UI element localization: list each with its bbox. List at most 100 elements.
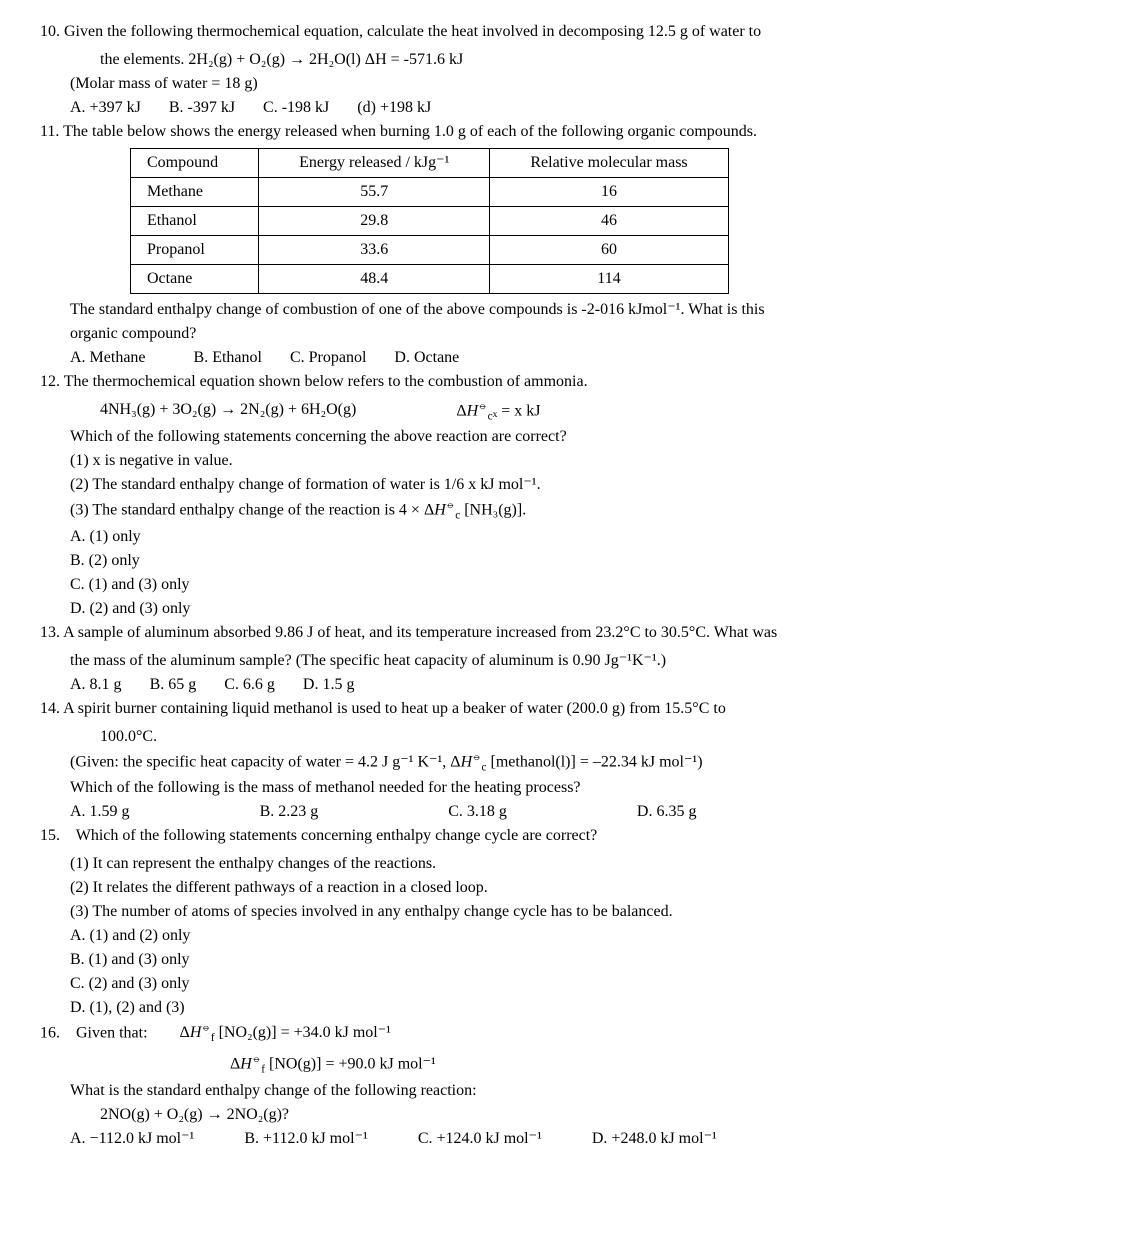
q15-s3: (3) The number of atoms of species invol…: [70, 900, 1085, 924]
q13-optD: D. 1.5 g: [303, 673, 355, 697]
q10-text: Given the following thermochemical equat…: [64, 23, 761, 40]
q16-e1a: Δ: [180, 1024, 190, 1041]
q10-line3: (Molar mass of water = 18 g): [70, 72, 1085, 96]
q14-options: A. 1.59 g B. 2.23 g C. 3.18 g D. 6.35 g: [70, 800, 1085, 824]
q12-oA: A. (1) only: [70, 525, 1085, 549]
q11-optC: C. Propanol: [290, 346, 366, 370]
q15-num: 15.: [40, 827, 60, 844]
q11-th0: Compound: [131, 149, 259, 178]
q15-oC: C. (2) and (3) only: [70, 972, 1085, 996]
q15-s2: (2) It relates the different pathways of…: [70, 876, 1085, 900]
q13-text: A sample of aluminum absorbed 9.86 J of …: [63, 624, 777, 641]
question-14: 14. A spirit burner containing liquid me…: [40, 697, 1085, 721]
q13-options: A. 8.1 g B. 65 g C. 6.6 g D. 1.5 g: [70, 673, 1085, 697]
q13-optA: A. 8.1 g: [70, 673, 122, 697]
q12-s2: (2) The standard enthalpy change of form…: [70, 473, 1085, 497]
q11-optA: A. Methane: [70, 346, 146, 370]
q12-eq-right: ΔH⦵cₓ = x kJ: [456, 398, 540, 425]
q16-num: 16.: [40, 1024, 60, 1041]
q12-s3a: (3) The standard enthalpy change of the …: [70, 502, 434, 519]
q12-s3: (3) The standard enthalpy change of the …: [70, 497, 1085, 524]
q12-s1t: (1) x is negative in value.: [70, 452, 233, 469]
q14-optA: A. 1.59 g: [70, 800, 130, 824]
q16-eq2: ΔH⦵f [NO(g)] = +90.0 kJ mol⁻¹: [230, 1051, 1085, 1078]
q10-optC: C. -198 kJ: [263, 96, 329, 120]
q11-optD: D. Octane: [394, 346, 459, 370]
q11-num: 11.: [40, 123, 59, 140]
cell: 48.4: [259, 265, 490, 294]
q13-optC: C. 6.6 g: [224, 673, 275, 697]
question-13: 13. A sample of aluminum absorbed 9.86 J…: [40, 621, 1085, 645]
q14-num: 14.: [40, 700, 60, 717]
q16-eq1: ΔH⦵f [NO₂(g)] = +34.0 kJ mol⁻¹: [180, 1024, 391, 1041]
cell: 55.7: [259, 178, 490, 207]
q12-oD: D. (2) and (3) only: [70, 597, 1085, 621]
q16-given: Given that:: [76, 1024, 148, 1041]
q12-eqr: ₓ = x kJ: [493, 402, 541, 419]
cell: 60: [490, 236, 728, 265]
q16-optC: C. +124.0 kJ mol⁻¹: [418, 1127, 542, 1151]
question-16: 16. Given that: ΔH⦵f [NO₂(g)] = +34.0 kJ…: [40, 1020, 1085, 1047]
cell: 114: [490, 265, 728, 294]
question-11: 11. The table below shows the energy rel…: [40, 120, 1085, 144]
q10-optB: B. -397 kJ: [169, 96, 235, 120]
q10-optD: (d) +198 kJ: [357, 96, 431, 120]
q13-num: 13.: [40, 624, 60, 641]
q11-options: A. Methane B. Ethanol C. Propanol D. Oct…: [70, 346, 1085, 370]
cell: 33.6: [259, 236, 490, 265]
q12-eq-left: 4NH₃(g) + 3O₂(g) → 2N₂(g) + 6H₂O(g): [100, 398, 356, 425]
q14-ga: (Given: the specific heat capacity of wa…: [70, 753, 461, 770]
q11-th2: Relative molecular mass: [490, 149, 728, 178]
q11-line2: The standard enthalpy change of combusti…: [70, 298, 1085, 322]
cell: Methane: [131, 178, 259, 207]
q12-line2: Which of the following statements concer…: [70, 425, 1085, 449]
q11-table: Compound Energy released / kJg⁻¹ Relativ…: [130, 148, 729, 294]
q15-oB: B. (1) and (3) only: [70, 948, 1085, 972]
q16-rxn: 2NO(g) + O₂(g) → 2NO₂(g)?: [100, 1103, 1085, 1127]
q15-text: Which of the following statements concer…: [76, 827, 598, 844]
q16-line2: What is the standard enthalpy change of …: [70, 1079, 1085, 1103]
q12-oB: B. (2) only: [70, 549, 1085, 573]
q14-optB: B. 2.23 g: [260, 800, 319, 824]
q12-num: 12.: [40, 373, 60, 390]
q16-optB: B. +112.0 kJ mol⁻¹: [244, 1127, 367, 1151]
q15-s1: (1) It can represent the enthalpy change…: [70, 852, 1085, 876]
q10-num: 10.: [40, 23, 60, 40]
cell: 46: [490, 207, 728, 236]
q16-options: A. −112.0 kJ mol⁻¹ B. +112.0 kJ mol⁻¹ C.…: [70, 1127, 1085, 1151]
q12-s3b: [NH₃(g)].: [460, 502, 526, 519]
question-10: 10. Given the following thermochemical e…: [40, 20, 1085, 44]
q12-oC: C. (1) and (3) only: [70, 573, 1085, 597]
question-12: 12. The thermochemical equation shown be…: [40, 370, 1085, 394]
q15-oD: D. (1), (2) and (3): [70, 996, 1085, 1020]
cell: Octane: [131, 265, 259, 294]
q11-optB: B. Ethanol: [194, 346, 262, 370]
q10-options: A. +397 kJ B. -397 kJ C. -198 kJ (d) +19…: [70, 96, 1085, 120]
q14-gb: [methanol(l)] = –22.34 kJ mol⁻¹): [487, 753, 703, 770]
question-15: 15. Which of the following statements co…: [40, 824, 1085, 848]
q15-oA: A. (1) and (2) only: [70, 924, 1085, 948]
q13-optB: B. 65 g: [150, 673, 197, 697]
q14-line3: Which of the following is the mass of me…: [70, 776, 1085, 800]
cell: Propanol: [131, 236, 259, 265]
q10-line2: the elements. 2H₂(g) + O₂(g) → 2H₂O(l) Δ…: [100, 48, 1085, 72]
q11-text: The table below shows the energy release…: [63, 123, 757, 140]
q16-e2a: Δ: [230, 1056, 240, 1073]
q14-optD: D. 6.35 g: [637, 800, 697, 824]
q11-th1: Energy released / kJg⁻¹: [259, 149, 490, 178]
q12-s1: (1) x is negative in value.: [70, 449, 1085, 473]
q12-text: The thermochemical equation shown below …: [64, 373, 588, 390]
q16-optD: D. +248.0 kJ mol⁻¹: [592, 1127, 717, 1151]
cell: 16: [490, 178, 728, 207]
q13-line2: the mass of the aluminum sample? (The sp…: [70, 649, 1085, 673]
q14-text: A spirit burner containing liquid methan…: [63, 700, 726, 717]
q14-line2: 100.0°C.: [100, 725, 1085, 749]
q11-line3: organic compound?: [70, 322, 1085, 346]
cell: 29.8: [259, 207, 490, 236]
q14-optC: C. 3.18 g: [448, 800, 507, 824]
cell: Ethanol: [131, 207, 259, 236]
q16-optA: A. −112.0 kJ mol⁻¹: [70, 1127, 194, 1151]
q12-eq: 4NH₃(g) + 3O₂(g) → 2N₂(g) + 6H₂O(g) ΔH⦵c…: [100, 398, 1085, 425]
q16-e2b: [NO(g)] = +90.0 kJ mol⁻¹: [265, 1056, 436, 1073]
q14-given: (Given: the specific heat capacity of wa…: [70, 749, 1085, 776]
